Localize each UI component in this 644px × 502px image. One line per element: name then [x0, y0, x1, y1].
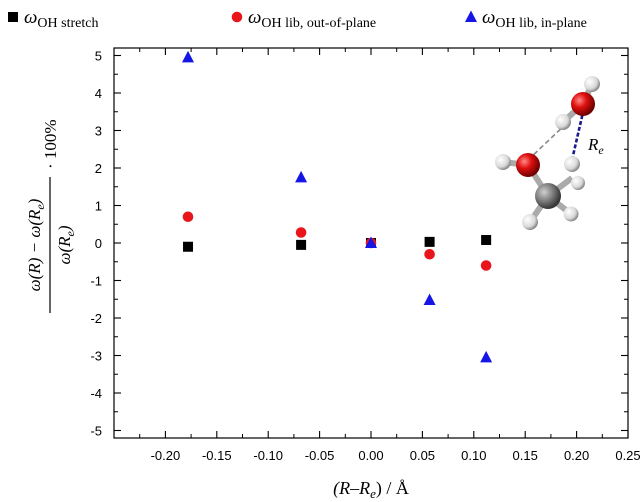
data-point	[480, 260, 492, 271]
data-point	[481, 235, 492, 245]
x-tick-label: 0.20	[564, 448, 589, 463]
y-label-suffix: · 100%	[41, 119, 60, 169]
data-point	[365, 236, 377, 248]
legend-label: ωOH lib, in-plane	[482, 7, 587, 31]
data-point	[423, 293, 436, 305]
series-square	[183, 235, 492, 252]
data-point	[424, 248, 435, 260]
data-point	[295, 170, 308, 183]
series-circle	[182, 211, 492, 271]
data-point	[182, 50, 195, 63]
legend-marker-triangle	[465, 10, 477, 22]
y-tick-label: -4	[90, 386, 102, 401]
y-label-denominator: ω(Re)	[55, 225, 77, 264]
oxygen-atom	[516, 153, 540, 177]
x-tick-label: 0.15	[513, 448, 538, 463]
hydrogen-atom	[564, 156, 580, 172]
x-tick-label: -0.20	[151, 448, 181, 463]
x-tick-label: -0.10	[253, 448, 283, 463]
x-axis: -0.20 -0.15 -0.10 -0.05 0.00 0.05 0.10 0.15 0.20…	[139, 48, 641, 463]
series-triangle	[182, 50, 493, 363]
y-label-numerator: ω(R) − ω(Re)	[25, 198, 47, 291]
x-tick-label: 0.10	[461, 448, 486, 463]
x-tick-label: 0.05	[410, 448, 435, 463]
y-tick-label: -2	[90, 311, 102, 326]
data-point	[424, 236, 435, 247]
data-points	[182, 50, 493, 363]
legend-label: ωOH stretch	[24, 7, 98, 31]
carbon-atom	[535, 183, 561, 209]
hydrogen-atom	[584, 76, 600, 92]
data-point	[296, 239, 307, 250]
x-tick-label: 0.25	[615, 448, 640, 463]
oxygen-atom	[571, 92, 595, 116]
y-tick-label: 5	[95, 49, 102, 64]
x-tick-label: 0.00	[358, 448, 383, 463]
legend: ωOH stretch ωOH lib, out-of-plane ωOH lib,…	[8, 7, 587, 31]
y-axis: -5 -4 -3 -2 -1 0 1 2 3 4 5	[90, 49, 628, 439]
data-point	[295, 227, 307, 238]
legend-label: ωOH lib, out-of-plane	[248, 7, 376, 31]
x-axis-label: (R–Re) / Å	[333, 478, 409, 501]
legend-item: ωOH stretch	[8, 7, 98, 31]
legend-item: ωOH lib, out-of-plane	[231, 7, 376, 31]
y-tick-label: -3	[90, 349, 102, 364]
y-tick-label: 1	[95, 199, 102, 214]
y-tick-label: 0	[95, 236, 102, 251]
hydrogen-atom	[571, 176, 585, 190]
y-tick-label: 4	[95, 86, 102, 101]
data-point	[480, 350, 493, 363]
distance-line	[570, 107, 586, 161]
data-point	[182, 211, 194, 223]
legend-marker-circle	[231, 11, 243, 23]
y-tick-label: -5	[90, 424, 102, 439]
legend-marker-square	[8, 12, 18, 22]
hydrogen-atom	[555, 114, 571, 130]
hydrogen-bond-line	[527, 121, 569, 161]
hydrogen-atom	[563, 206, 579, 222]
y-tick-label: 3	[95, 124, 102, 139]
x-tick-label: -0.05	[305, 448, 335, 463]
molecule-illustration: Re	[495, 76, 604, 230]
re-annotation: Re	[587, 135, 604, 157]
hydrogen-atom	[522, 214, 538, 230]
x-tick-label: -0.15	[202, 448, 232, 463]
y-tick-label: 2	[95, 161, 102, 176]
y-tick-label: -1	[90, 274, 102, 289]
hydrogen-atom	[495, 154, 511, 170]
legend-item: ωOH lib, in-plane	[465, 7, 587, 31]
data-point	[183, 241, 194, 252]
y-axis-label: ω(R) − ω(Re) ω(Re) · 100%	[25, 119, 77, 313]
